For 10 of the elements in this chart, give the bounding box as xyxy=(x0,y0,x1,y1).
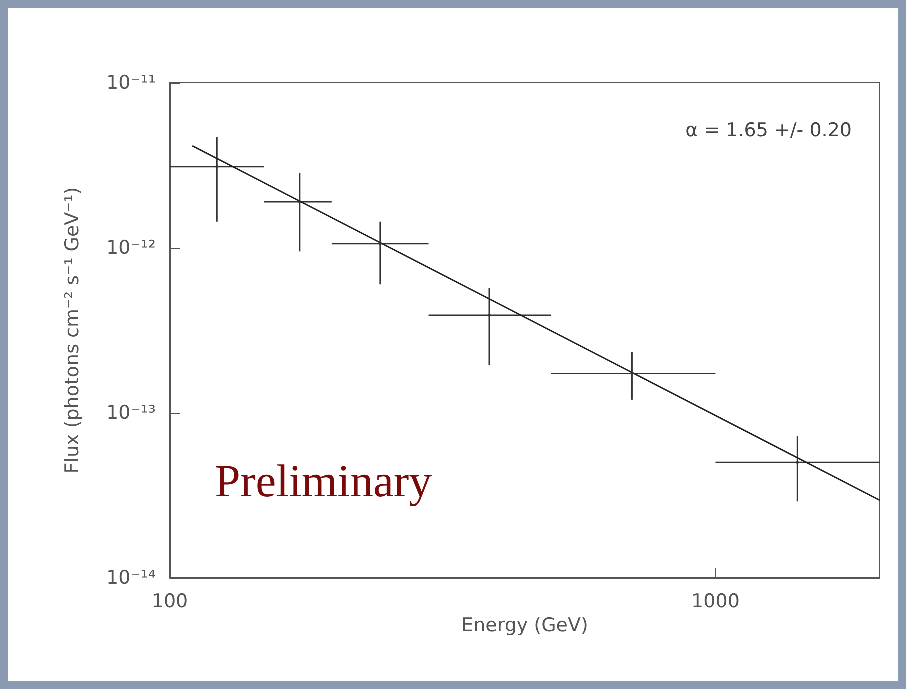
annotation: α = 1.65 +/- 0.20 xyxy=(686,120,852,142)
y-axis-title: Flux (photons cm⁻² s⁻¹ GeV⁻¹) xyxy=(62,187,84,474)
x-tick-label: 1000 xyxy=(692,590,740,612)
y-tick-label: 10⁻¹³ xyxy=(106,402,156,424)
y-tick-label: 10⁻¹⁴ xyxy=(106,567,156,589)
y-tick-label: 10⁻¹² xyxy=(106,237,156,259)
annotation: Preliminary xyxy=(215,456,432,506)
x-tick-label: 100 xyxy=(152,590,188,612)
y-tick-label: 10⁻¹¹ xyxy=(106,72,156,94)
x-axis-title: Energy (GeV) xyxy=(462,614,588,636)
